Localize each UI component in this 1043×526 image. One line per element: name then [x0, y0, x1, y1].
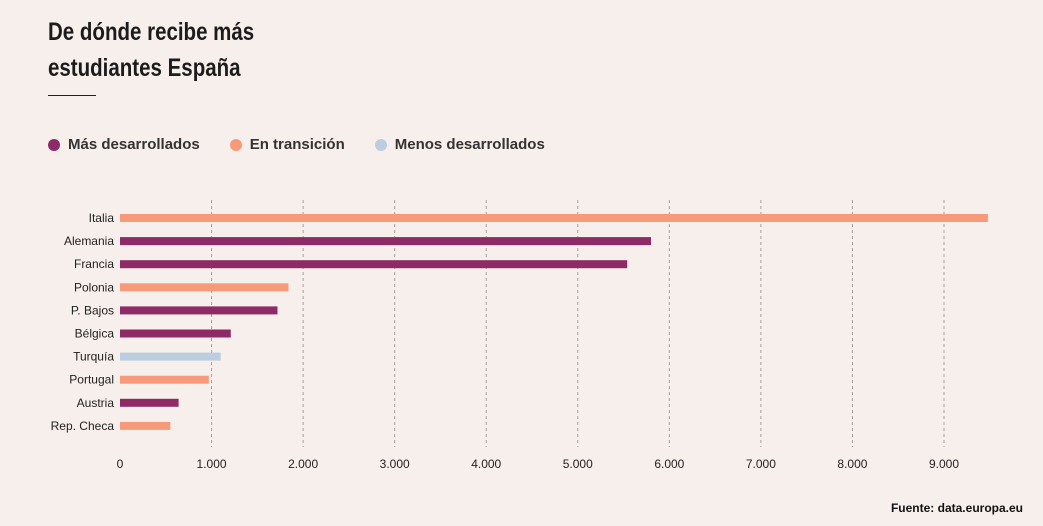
bar: [120, 214, 988, 222]
x-tick-label: 6.000: [654, 457, 684, 471]
x-tick-label: 9.000: [929, 457, 959, 471]
y-tick-label: Polonia: [74, 280, 114, 294]
y-tick-label: Bélgica: [75, 327, 115, 341]
title-underline: [48, 95, 96, 96]
legend-item-menos-desarrollados: Menos desarrollados: [374, 136, 545, 153]
bar: [120, 306, 278, 315]
bar: [120, 375, 209, 384]
y-tick-label: Portugal: [69, 373, 114, 387]
bar: [120, 398, 179, 407]
y-tick-label: Turquía: [73, 350, 114, 364]
legend-item-en-transicion: En transición: [229, 136, 345, 153]
x-tick-label: 7.000: [746, 457, 776, 471]
x-tick-label: 1.000: [197, 457, 227, 471]
bar: [120, 260, 628, 269]
chart-title-line-2: estudiantes España: [48, 54, 241, 82]
y-tick-label: Italia: [89, 211, 115, 225]
y-tick-label: Francia: [74, 257, 114, 271]
x-tick-label: 5.000: [563, 457, 593, 471]
x-tick-label: 2.000: [288, 457, 318, 471]
y-tick-label: Rep. Checa: [51, 419, 115, 433]
legend-swatch: [374, 138, 387, 151]
legend-label: Más desarrollados: [68, 136, 200, 153]
legend-item-mas-desarrollados: Más desarrollados: [48, 136, 200, 153]
bar: [120, 421, 171, 430]
legend-label: Menos desarrollados: [394, 136, 545, 153]
chart-title: De dónde recibe más estudiantes España: [48, 14, 376, 86]
x-tick-label: 4.000: [471, 457, 501, 471]
x-tick-label: 0: [117, 457, 124, 471]
legend: Más desarrollados En transición Menos de…: [48, 136, 575, 153]
bar: [120, 237, 652, 246]
bar: [120, 283, 289, 292]
x-tick-label: 3.000: [380, 457, 410, 471]
y-tick-label: P. Bajos: [71, 303, 114, 317]
source-note: Fuente: data.europa.eu: [890, 501, 1023, 515]
y-tick-label: Austria: [77, 396, 115, 410]
y-tick-label: Alemania: [64, 234, 114, 248]
legend-swatch: [48, 138, 60, 151]
x-tick-label: 8.000: [837, 457, 867, 471]
chart-title-line-1: De dónde recibe más: [48, 18, 255, 46]
legend-label: En transición: [249, 136, 345, 153]
legend-swatch: [229, 138, 242, 151]
bar: [120, 329, 231, 338]
bar: [120, 352, 221, 361]
